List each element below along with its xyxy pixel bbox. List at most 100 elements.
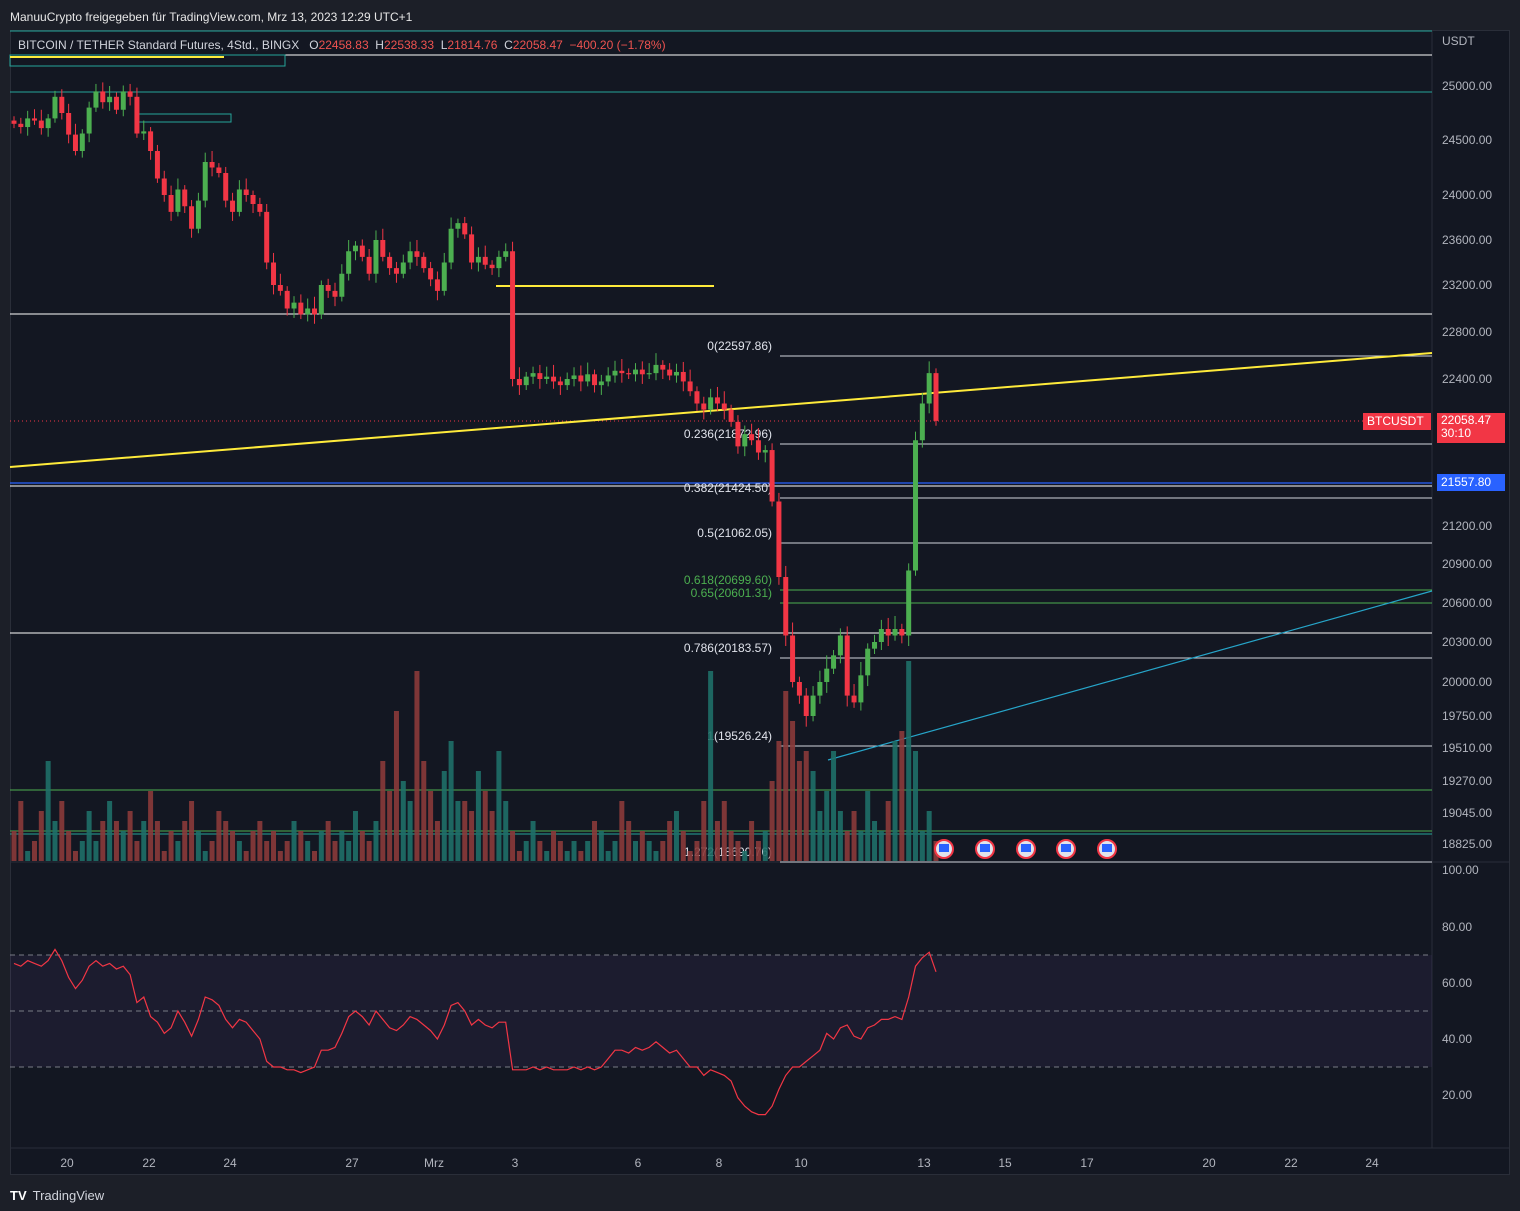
volume-bar-54: [380, 761, 386, 861]
volume-bar-108: [749, 821, 755, 861]
volume-bar-39: [277, 851, 283, 861]
volume-bar-115: [796, 761, 802, 861]
us-event-flag-icon: [934, 839, 954, 859]
volume-bar-15: [113, 821, 119, 861]
legend-change: −400.20 (−1.78%): [569, 38, 666, 52]
volume-bar-129: [892, 741, 898, 861]
price-tick-10: 20300.00: [1442, 635, 1492, 649]
candle-body-77: [537, 373, 543, 379]
candle-body-52: [366, 256, 372, 274]
candle-body-69: [482, 256, 488, 265]
price-tick-5: 22800.00: [1442, 325, 1492, 339]
fib-label-7: 1(19526.24): [707, 729, 772, 743]
volume-bar-90: [626, 821, 632, 861]
volume-bar-124: [858, 831, 864, 861]
volume-bar-44: [312, 851, 318, 861]
volume-bar-66: [462, 801, 468, 861]
candle-body-104: [721, 403, 727, 410]
volume-bar-125: [865, 791, 871, 861]
time-tick-7: 8: [716, 1156, 723, 1170]
price-tick-14: 19270.00: [1442, 774, 1492, 788]
volume-bar-24: [175, 841, 181, 861]
volume-bar-37: [264, 841, 270, 861]
cyan-trendline: [827, 590, 1433, 761]
candle-body-31: [223, 173, 229, 201]
volume-bar-5: [45, 761, 51, 861]
volume-bar-0: [11, 831, 17, 861]
candle-body-84: [585, 374, 591, 382]
candle-body-102: [708, 397, 714, 410]
candle-body-121: [837, 635, 843, 656]
candle-body-122: [844, 635, 850, 696]
candle-body-124: [858, 675, 864, 703]
volume-bar-97: [673, 811, 679, 861]
candle-body-50: [352, 245, 358, 252]
volume-bar-31: [223, 821, 229, 861]
volume-bar-80: [557, 841, 563, 861]
price-tick-9: 20600.00: [1442, 596, 1492, 610]
candle-body-15: [113, 96, 119, 110]
candle-body-76: [530, 373, 536, 377]
rsi-tick-1: 80.00: [1442, 920, 1472, 934]
candle-body-33: [236, 189, 242, 212]
volume-bar-117: [810, 771, 816, 861]
candle-body-2: [25, 118, 31, 128]
volume-bar-27: [195, 831, 201, 861]
candle-body-56: [393, 268, 399, 274]
candle-body-120: [831, 655, 837, 669]
volume-bar-67: [469, 811, 475, 861]
time-tick-11: 17: [1080, 1156, 1094, 1170]
time-tick-14: 24: [1365, 1156, 1379, 1170]
candle-body-90: [626, 373, 632, 375]
legend-close: 22058.47: [512, 38, 563, 52]
volume-bar-14: [107, 801, 113, 861]
rsi-line: [13, 948, 937, 1116]
candle-body-20: [148, 131, 154, 151]
candle-body-38: [271, 262, 277, 285]
candle-body-49: [346, 251, 352, 274]
candle-body-35: [250, 195, 256, 204]
volume-bar-30: [216, 811, 222, 861]
footer-brand: TradingView: [32, 1187, 105, 1203]
volume-bar-48: [339, 831, 345, 861]
candle-body-91: [632, 369, 638, 375]
candle-body-10: [79, 133, 85, 151]
volume-bar-109: [755, 841, 761, 861]
us-event-flag-icon: [1016, 839, 1036, 859]
volume-bar-70: [489, 811, 495, 861]
volume-bar-86: [598, 831, 604, 861]
legend-symbol: BITCOIN / TETHER Standard Futures, 4Std.…: [18, 38, 300, 52]
candle-body-19: [141, 131, 147, 134]
candle-body-99: [687, 381, 693, 392]
candle-body-8: [66, 113, 72, 135]
candle-body-67: [469, 234, 475, 263]
volume-bar-133: [919, 831, 925, 861]
candle-body-1: [18, 123, 24, 128]
zone-box-2: [134, 113, 232, 123]
volume-bar-46: [325, 821, 331, 861]
volume-bar-76: [530, 821, 536, 861]
volume-bar-84: [585, 841, 591, 861]
candle-body-46: [325, 285, 331, 291]
volume-bar-61: [428, 791, 434, 861]
candle-body-72: [503, 251, 509, 257]
attribution-text: ManuuCrypto freigegeben für TradingView.…: [10, 10, 413, 24]
volume-bar-19: [141, 821, 147, 861]
volume-bar-92: [639, 831, 645, 861]
time-tick-13: 22: [1284, 1156, 1298, 1170]
volume-bar-45: [318, 831, 324, 861]
last-price-value: 22058.47: [1441, 413, 1492, 427]
candle-body-40: [284, 290, 290, 309]
volume-bar-118: [817, 811, 823, 861]
volume-bar-60: [421, 761, 427, 861]
candle-body-109: [755, 440, 761, 453]
volume-bar-88: [612, 841, 618, 861]
candle-body-134: [926, 373, 932, 404]
candle-body-85: [592, 374, 598, 386]
candle-body-62: [434, 279, 440, 291]
volume-bar-122: [844, 831, 850, 861]
candle-body-80: [557, 381, 563, 386]
zone-box-1: [9, 54, 286, 67]
candle-body-125: [865, 648, 871, 676]
